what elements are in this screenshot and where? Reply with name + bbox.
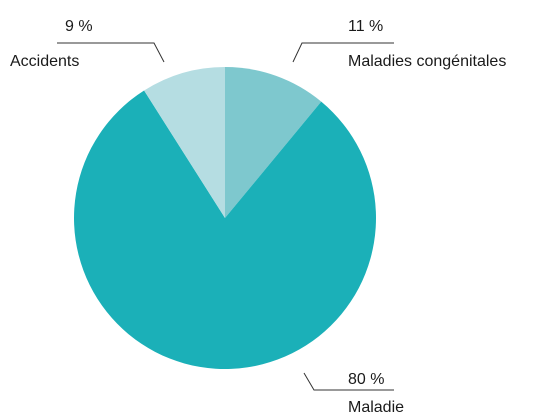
pie-slice-maladie: [74, 90, 377, 370]
slice-label-accidents: Accidents: [10, 53, 79, 70]
leader-line-accidents: [57, 42, 165, 63]
slice-value-maladie: 80 %: [348, 371, 384, 388]
leader-line-maladie: [303, 372, 394, 391]
leader-line-maladies-congenitales: [292, 42, 394, 63]
slice-value-accidents: 9 %: [65, 18, 93, 35]
pie-slice-maladies-congenitales: [225, 67, 322, 218]
slice-label-maladies-congenitales: Maladies congénitales: [348, 53, 506, 70]
pie-slices: [74, 67, 377, 370]
slice-label-maladie: Maladie: [348, 399, 404, 416]
slice-value-maladies-congenitales: 11 %: [348, 18, 383, 35]
pie-slice-accidents: [144, 67, 225, 218]
